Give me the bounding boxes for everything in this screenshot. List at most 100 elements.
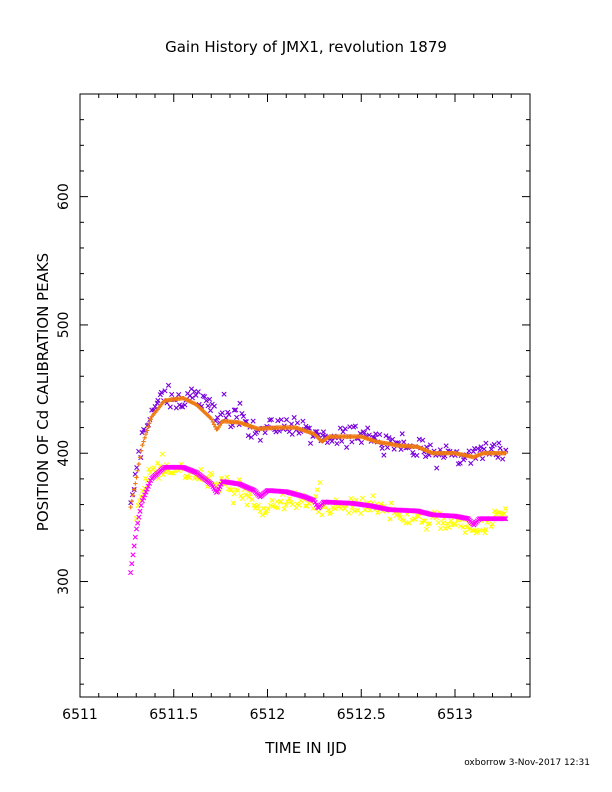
data-point <box>342 426 348 432</box>
data-point <box>182 402 188 408</box>
data-point <box>162 388 168 394</box>
data-point <box>210 419 216 425</box>
data-point <box>144 486 150 492</box>
data-point <box>202 394 208 400</box>
x-axis-label: TIME IN IJD <box>264 739 347 757</box>
data-point <box>483 526 489 533</box>
data-point <box>381 452 387 458</box>
data-point <box>370 493 376 499</box>
data-point <box>128 504 133 510</box>
data-point <box>142 492 148 498</box>
data-point <box>246 494 252 500</box>
data-point <box>209 472 215 478</box>
data-point <box>286 496 293 502</box>
data-point <box>358 510 364 516</box>
data-point <box>492 508 498 514</box>
data-point <box>443 443 449 449</box>
data-point <box>268 416 274 423</box>
data-point <box>167 404 173 410</box>
data-point <box>139 430 145 436</box>
data-point <box>251 502 257 508</box>
data-point <box>183 473 189 479</box>
data-point <box>139 498 145 504</box>
y-tick-label: 600 <box>56 183 72 210</box>
data-point <box>131 543 137 549</box>
data-point <box>462 529 468 536</box>
data-point <box>211 422 217 427</box>
footer-credit: oxborrow 3-Nov-2017 12:31 <box>464 758 590 768</box>
data-point <box>203 398 209 404</box>
data-point <box>224 474 230 480</box>
data-point <box>337 425 343 431</box>
data-point <box>136 514 142 520</box>
data-point <box>186 475 192 481</box>
data-point <box>148 417 153 422</box>
data-point <box>307 440 314 446</box>
data-point <box>283 417 290 423</box>
data-point <box>134 475 139 480</box>
data-point <box>375 509 381 516</box>
data-point <box>146 424 151 429</box>
data-point <box>136 448 142 454</box>
data-point <box>226 411 232 418</box>
data-point <box>130 493 136 498</box>
data-point <box>416 513 422 520</box>
data-point <box>358 439 364 446</box>
data-point <box>503 516 509 522</box>
data-point <box>399 431 405 437</box>
data-point <box>361 430 368 436</box>
data-point <box>303 503 309 509</box>
chart-title: Gain History of JMX1, revolution 1879 <box>165 38 447 56</box>
data-point <box>496 440 502 446</box>
data-point <box>165 382 172 388</box>
data-point <box>412 516 418 522</box>
data-point <box>140 443 145 448</box>
data-point <box>207 396 213 402</box>
data-point <box>137 455 143 460</box>
data-point <box>401 439 407 445</box>
data-point <box>489 521 495 527</box>
data-point <box>391 446 397 452</box>
data-point <box>427 520 433 527</box>
data-point <box>383 433 389 439</box>
data-point <box>435 520 441 526</box>
x-tick-label: 6513 <box>437 707 473 723</box>
data-point <box>278 498 284 504</box>
data-point <box>317 479 323 486</box>
data-point <box>291 414 297 421</box>
data-point <box>379 445 385 451</box>
x-tick-label: 6511 <box>62 707 98 723</box>
data-point <box>147 470 153 476</box>
data-point <box>414 452 420 459</box>
data-point <box>503 451 508 456</box>
data-point <box>281 506 287 512</box>
data-point <box>157 463 163 469</box>
data-point <box>144 428 150 433</box>
data-point <box>236 477 242 483</box>
data-point <box>133 481 138 486</box>
data-point <box>332 506 338 512</box>
data-point <box>319 512 325 518</box>
data-point <box>373 431 379 437</box>
series-layer <box>128 382 509 576</box>
x-tick-label: 6512 <box>250 707 286 723</box>
data-point <box>133 515 139 522</box>
data-point <box>470 448 476 455</box>
data-point <box>130 552 136 558</box>
data-point <box>143 489 149 495</box>
data-point <box>209 417 214 422</box>
data-point <box>344 444 350 450</box>
data-point <box>501 511 507 517</box>
data-point <box>269 497 275 503</box>
data-point <box>362 507 368 513</box>
data-point <box>138 494 144 500</box>
data-point <box>145 483 151 489</box>
data-point <box>235 487 241 494</box>
y-tick-label: 500 <box>56 312 72 339</box>
data-point <box>158 389 164 395</box>
series-3 <box>128 464 509 576</box>
data-point <box>250 418 256 424</box>
data-point <box>320 429 327 435</box>
data-point <box>147 420 152 426</box>
data-point <box>243 492 249 498</box>
